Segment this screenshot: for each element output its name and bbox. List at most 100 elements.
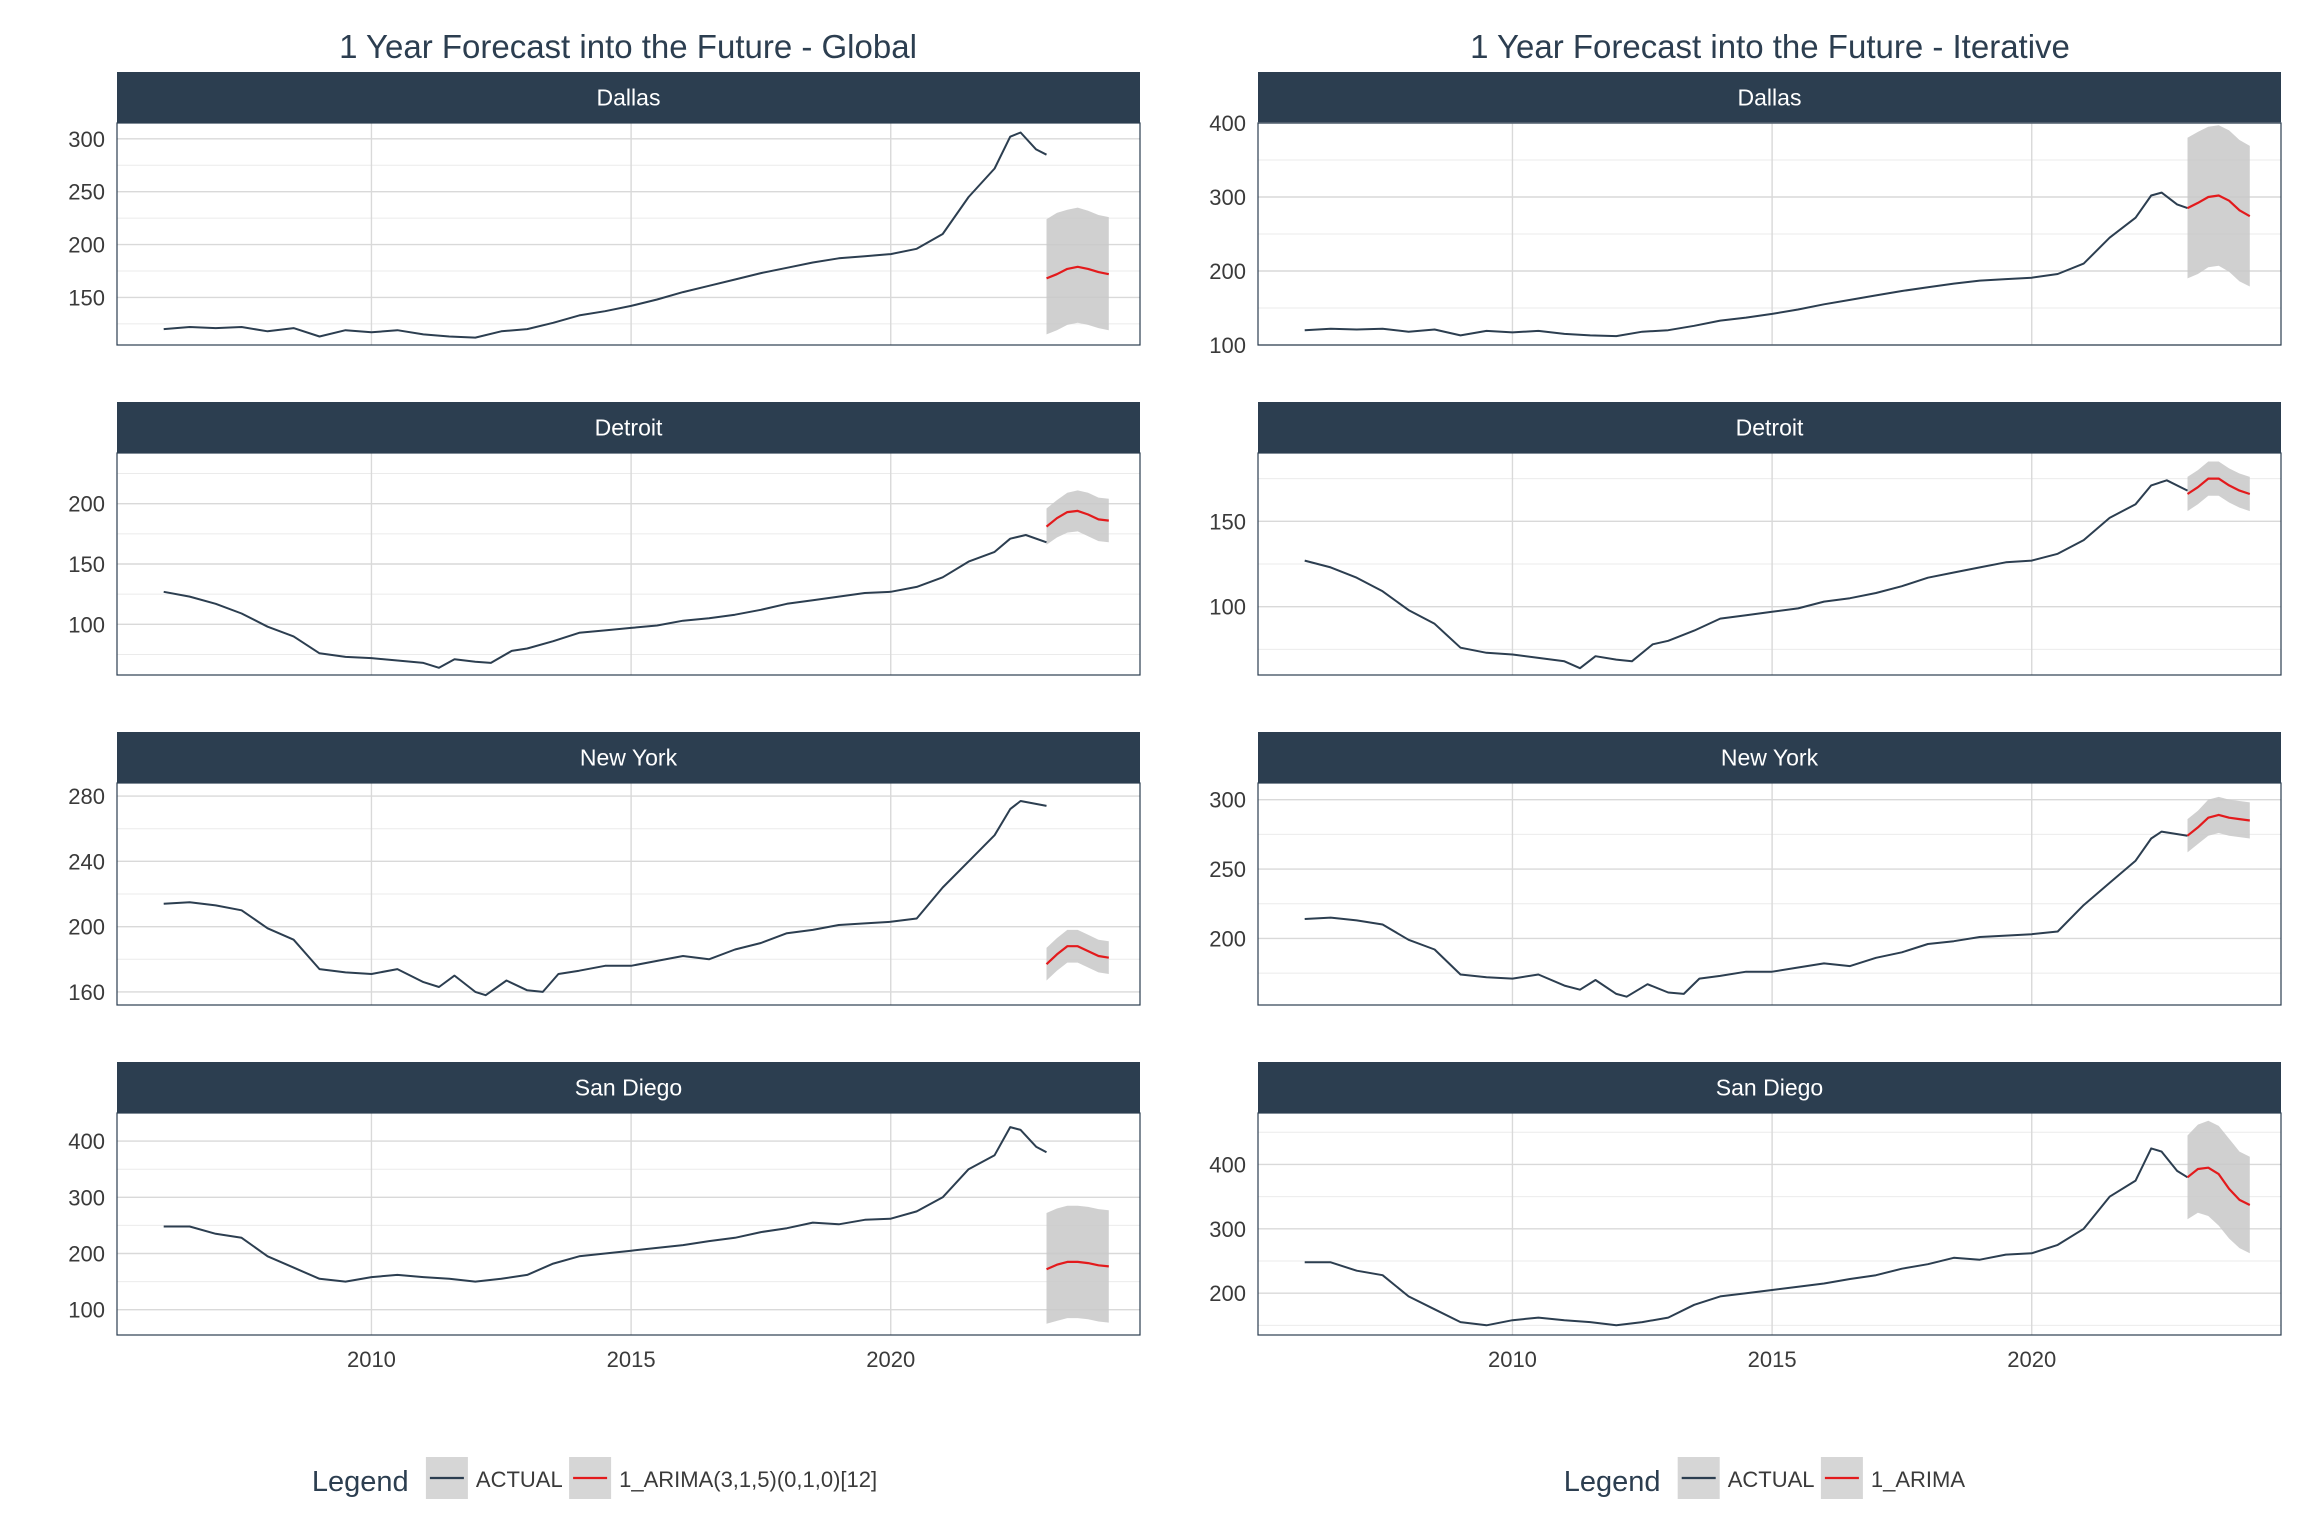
y-tick-label: 150	[68, 552, 105, 577]
facet-strip	[117, 72, 1140, 123]
y-tick-label: 150	[1209, 509, 1246, 534]
y-tick-label: 250	[68, 180, 105, 205]
chart-title: 1 Year Forecast into the Future - Global	[339, 28, 917, 65]
y-tick-label: 300	[68, 127, 105, 152]
legend-item-label: ACTUAL	[476, 1467, 563, 1492]
series-actual-line	[163, 131, 1047, 339]
y-tick-label: 200	[68, 1242, 105, 1267]
facet-panel-san-diego: San Diego 100 200 300 400 2010 2015 2020	[68, 1062, 1141, 1372]
facet-strip-label: Detroit	[1736, 415, 1804, 441]
facet-strip	[1258, 72, 2281, 123]
facet-panel-detroit: Detroit 100 150	[1209, 402, 2282, 676]
series-forecast-line	[1046, 1260, 1109, 1271]
facet-strip-label: San Diego	[1716, 1075, 1823, 1101]
series-actual-line	[1304, 830, 2188, 998]
y-tick-label: 280	[68, 784, 105, 809]
confidence-ribbon	[2187, 796, 2250, 853]
y-tick-label: 100	[1209, 595, 1246, 620]
facet-strip-label: Dallas	[1738, 85, 1802, 111]
facet-strip-label: New York	[1721, 745, 1819, 771]
facet-strip-label: Detroit	[595, 415, 663, 441]
panel-border	[116, 1112, 1141, 1336]
y-tick-label: 200	[68, 915, 105, 940]
legend-title: Legend	[1564, 1466, 1661, 1498]
y-tick-label: 300	[1209, 1217, 1246, 1242]
panel-border	[1257, 452, 2282, 676]
confidence-ribbon	[2187, 461, 2250, 512]
y-tick-label: 400	[68, 1129, 105, 1154]
legend: Legend ACTUAL 1_ARIMA	[1564, 1457, 1965, 1499]
facet-panel-dallas: Dallas 100 200 300 400	[1209, 72, 2282, 358]
series-forecast-line	[2186, 813, 2250, 837]
y-tick-label: 300	[1209, 185, 1246, 210]
facet-panel-dallas: Dallas 150 200 250 300	[68, 72, 1141, 346]
series-forecast-line	[2186, 1166, 2251, 1206]
panel-border	[116, 452, 1141, 676]
confidence-ribbon	[1046, 1205, 1109, 1324]
facet-strip	[1258, 402, 2281, 453]
y-tick-label: 200	[1209, 926, 1246, 951]
legend-item-label: 1_ARIMA(3,1,5)(0,1,0)[12]	[619, 1467, 877, 1492]
y-tick-label: 300	[68, 1185, 105, 1210]
confidence-ribbon	[2187, 125, 2250, 287]
x-tick-label: 2015	[1748, 1347, 1797, 1372]
confidence-ribbon	[1046, 490, 1109, 545]
facet-strip	[1258, 1062, 2281, 1113]
chart-global: 1 Year Forecast into the Future - Global…	[68, 28, 1141, 1499]
y-tick-label: 250	[1209, 857, 1246, 882]
y-tick-label: 200	[1209, 1281, 1246, 1306]
legend-item-label: ACTUAL	[1728, 1467, 1815, 1492]
legend-item-label: 1_ARIMA	[1871, 1467, 1965, 1492]
series-actual-line	[163, 534, 1047, 669]
confidence-ribbon	[1046, 929, 1109, 981]
series-forecast-line	[1046, 265, 1110, 280]
chart-iterative: 1 Year Forecast into the Future - Iterat…	[1209, 28, 2282, 1499]
y-tick-label: 200	[68, 492, 105, 517]
y-tick-label: 160	[68, 980, 105, 1005]
facet-strip-label: New York	[580, 745, 678, 771]
facet-strip-label: Dallas	[597, 85, 661, 111]
y-tick-label: 100	[68, 1298, 105, 1323]
y-tick-label: 400	[1209, 1152, 1246, 1177]
series-forecast-line	[2187, 194, 2251, 218]
panel-border	[116, 122, 1141, 346]
panel-border	[1257, 122, 2282, 346]
legend-title: Legend	[312, 1466, 409, 1498]
series-actual-line	[163, 800, 1047, 997]
facet-strip	[117, 1062, 1140, 1113]
series-forecast-line	[1045, 945, 1109, 966]
y-tick-label: 200	[68, 233, 105, 258]
chart-title: 1 Year Forecast into the Future - Iterat…	[1470, 28, 2070, 65]
facet-strip	[117, 732, 1140, 783]
y-tick-label: 150	[68, 285, 105, 310]
facet-strip-label: San Diego	[575, 1075, 682, 1101]
y-tick-label: 400	[1209, 111, 1246, 136]
y-tick-label: 100	[1209, 333, 1246, 358]
facet-panel-detroit: Detroit 100 150 200	[68, 402, 1141, 676]
facet-panel-san-diego: San Diego 200 300 400 2010 2015 2020	[1209, 1062, 2282, 1372]
legend: Legend ACTUAL 1_ARIMA(3,1,5)(0,1,0)[12]	[312, 1457, 877, 1499]
confidence-ribbon	[1046, 207, 1109, 335]
series-actual-line	[1304, 479, 2188, 670]
series-actual-line	[163, 1126, 1047, 1283]
y-tick-label: 200	[1209, 259, 1246, 284]
y-tick-label: 100	[68, 612, 105, 637]
series-actual-line	[1304, 191, 2188, 338]
facet-strip	[117, 402, 1140, 453]
y-tick-label: 240	[68, 849, 105, 874]
panel-border	[1257, 1112, 2282, 1336]
x-tick-label: 2020	[866, 1347, 915, 1372]
facet-panel-new-york: New York 200 250 300	[1209, 732, 2282, 1006]
panel-border	[1257, 782, 2282, 1006]
facet-strip	[1258, 732, 2281, 783]
panel-border	[116, 782, 1141, 1006]
confidence-ribbon	[2187, 1120, 2250, 1254]
facet-panel-new-york: New York 160 200 240 280	[68, 732, 1141, 1006]
series-actual-line	[1304, 1147, 2189, 1327]
y-tick-label: 300	[1209, 788, 1246, 813]
series-forecast-line	[1045, 509, 1109, 528]
x-tick-label: 2020	[2007, 1347, 2056, 1372]
x-tick-label: 2010	[1488, 1347, 1537, 1372]
x-tick-label: 2010	[347, 1347, 396, 1372]
